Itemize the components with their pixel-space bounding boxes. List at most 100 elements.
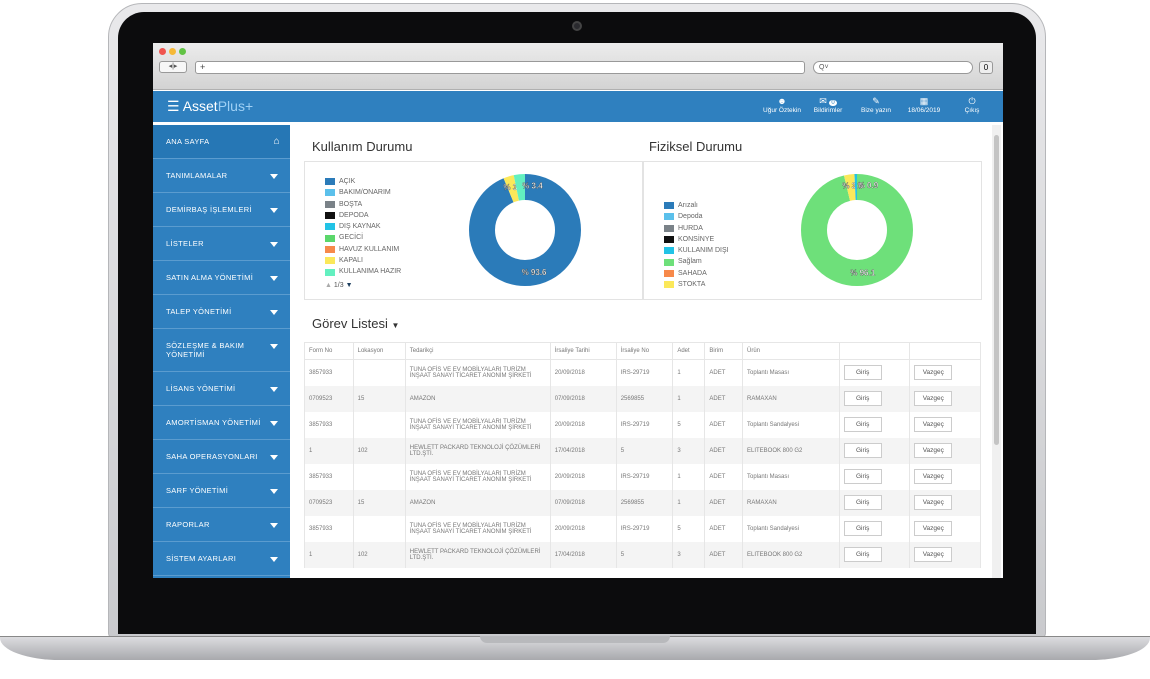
sidebar-item-li-steler[interactable]: LİSTELER [153, 227, 290, 261]
accept-button[interactable]: Giriş [843, 547, 882, 562]
sidebar-item-si-stem-ayarlari[interactable]: SİSTEM AYARLARI [153, 542, 290, 576]
sidebar-item-s-zle-me-bakim-y-neti-mi-[interactable]: SÖZLEŞME & BAKIM YÖNETİMİ [153, 329, 290, 372]
column-header[interactable]: Birim [704, 342, 743, 360]
cancel-button[interactable]: Vazgeç [914, 391, 953, 406]
table-cell: ADET [704, 437, 743, 464]
legend-item[interactable]: DIŞ KAYNAK [325, 221, 401, 232]
accept-button[interactable]: Giriş [843, 521, 882, 536]
accept-button[interactable]: Giriş [843, 391, 882, 406]
legend-item[interactable]: SAHADA [664, 268, 729, 279]
column-header[interactable]: Lokasyon [352, 342, 406, 360]
cancel-button[interactable]: Vazgeç [914, 469, 953, 484]
legend-item[interactable]: HAVUZ KULLANIM [325, 244, 401, 255]
legend-item[interactable]: Sağlam [664, 256, 729, 267]
column-header[interactable] [838, 342, 911, 360]
pager-down-icon[interactable]: ▼ [345, 282, 353, 289]
column-header[interactable]: İrsaliye No [615, 342, 674, 360]
search-input[interactable]: Q˅ [813, 61, 973, 74]
scrollbar-thumb[interactable] [994, 135, 999, 445]
column-header[interactable]: İrsaliye Tarihi [549, 342, 617, 360]
close-window-button[interactable] [159, 48, 166, 55]
header-power[interactable]: ⏻ Çıkış [949, 96, 995, 114]
legend-item[interactable]: BOŞTA [325, 199, 401, 210]
column-header[interactable]: Tedarikçi [404, 342, 551, 360]
sidebar-item-saha-operasyonlari[interactable]: SAHA OPERASYONLARI [153, 440, 290, 474]
table-row[interactable]: 3857933 TUNA OFİS VE EV MOBİLYALARI TURİZ… [304, 359, 981, 386]
cancel-button[interactable]: Vazgeç [914, 495, 953, 510]
slice-label: % 96.1 [850, 269, 875, 278]
table-cell: ADET [704, 359, 743, 386]
table-row[interactable]: 3857933 TUNA OFİS VE EV MOBİLYALARI TURİZ… [304, 515, 981, 542]
slice-label: % 3.4 [522, 181, 543, 190]
table-row[interactable]: 3857933 TUNA OFİS VE EV MOBİLYALARI TURİZ… [304, 463, 981, 490]
legend-item[interactable]: KAPALI [325, 255, 401, 266]
legend-pager[interactable]: ▲ 1/3 ▼ [325, 282, 353, 289]
column-header[interactable]: Adet [672, 342, 706, 360]
table-row[interactable]: 0709523 15 AMAZON 07/09/2018 2569855 1 ADET RAM… [304, 385, 981, 412]
legend-item[interactable]: BAKIM/ONARIM [325, 187, 401, 198]
back-forward-buttons[interactable]: ◂|▸ [159, 61, 187, 73]
table-cell [352, 515, 406, 542]
cancel-button[interactable]: Vazgeç [914, 417, 953, 432]
task-list-title[interactable]: Görev Listesi ▼ [312, 316, 399, 331]
sidebar-item-raporlar[interactable]: RAPORLAR [153, 508, 290, 542]
header-megaphone[interactable]: ✉ 0 Bildirimler [805, 96, 851, 114]
column-header[interactable]: Ürün [741, 342, 840, 360]
chevron-down-icon[interactable]: ▼ [391, 321, 400, 330]
slice-kullanim-di-i[interactable] [801, 174, 913, 286]
accept-button[interactable]: Giriş [843, 469, 882, 484]
legend-item[interactable]: KONSİNYE [664, 234, 729, 245]
address-bar[interactable]: + [195, 61, 805, 74]
legend-item[interactable]: AÇIK [325, 176, 401, 187]
legend-swatch [664, 258, 674, 266]
header-feather[interactable]: ✎ Bize yazın [853, 96, 899, 114]
sidebar-item-talep-y-neti-mi-[interactable]: TALEP YÖNETİMİ [153, 295, 290, 329]
legend-swatch [664, 236, 674, 244]
header-calendar[interactable]: ▦ 18/06/2019 [901, 96, 947, 114]
legend-item[interactable]: KULLANIM DIŞI [664, 245, 729, 256]
legend-item[interactable]: GECİCİ [325, 232, 401, 243]
maximize-window-button[interactable] [179, 48, 186, 55]
accept-button[interactable]: Giriş [843, 365, 882, 381]
sidebar-item-sarf-y-neti-mi-[interactable]: SARF YÖNETİMİ [153, 474, 290, 508]
app-logo[interactable]: ☰ AssetPlus+ [167, 98, 253, 115]
sidebar-item-ana-sayfa[interactable]: ANA SAYFA ⌂ [153, 125, 290, 159]
legend-item[interactable]: HURDA [664, 223, 729, 234]
table-row[interactable]: 1 102 HEWLETT PACKARD TEKNOLOJİ ÇÖZÜMLERİ … [304, 437, 981, 464]
legend-item[interactable]: STOKTA [664, 279, 729, 290]
task-list-label: Görev Listesi [312, 316, 388, 331]
table-cell: Toplantı Masası [741, 463, 840, 490]
table-row[interactable]: 0709523 15 AMAZON 07/09/2018 2569855 1 ADET RAM… [304, 489, 981, 516]
legend-item[interactable]: Depoda [664, 211, 729, 222]
cancel-button[interactable]: Vazgeç [914, 443, 953, 458]
legend-item[interactable]: DEPODA [325, 210, 401, 221]
scrollbar[interactable] [992, 125, 1001, 578]
legend-item[interactable]: Arızalı [664, 200, 729, 211]
table-cell: TUNA OFİS VE EV MOBİLYALARI TURİZM İNŞAA… [404, 411, 551, 438]
sidebar-item-li-sans-y-neti-mi-[interactable]: LİSANS YÖNETİMİ [153, 372, 290, 406]
sidebar-item-amorti-sman-y-neti-mi-[interactable]: AMORTİSMAN YÖNETİMİ [153, 406, 290, 440]
menu-icon[interactable]: ☰ [167, 98, 180, 114]
column-header[interactable] [909, 342, 981, 360]
cancel-button[interactable]: Vazgeç [914, 365, 953, 381]
slice-kullanima-hazir[interactable] [469, 174, 581, 286]
accept-button[interactable]: Giriş [843, 417, 882, 432]
table-row[interactable]: 3857933 TUNA OFİS VE EV MOBİLYALARI TURİZ… [304, 411, 981, 438]
column-header[interactable]: Form No [304, 342, 354, 360]
accept-button[interactable]: Giriş [843, 495, 882, 510]
cancel-button[interactable]: Vazgeç [914, 547, 953, 562]
accept-button[interactable]: Giriş [843, 443, 882, 458]
sidebar-item-tanimlamalar[interactable]: TANIMLAMALAR [153, 159, 290, 193]
downloads-button[interactable]: 0 [979, 61, 993, 74]
table-cell [352, 411, 406, 438]
legend-item[interactable]: KULLANIMA HAZIR [325, 266, 401, 277]
table-row[interactable]: 1 102 HEWLETT PACKARD TEKNOLOJİ ÇÖZÜMLERİ … [304, 541, 981, 568]
cancel-button[interactable]: Vazgeç [914, 521, 953, 536]
legend-label: HAVUZ KULLANIM [339, 245, 400, 253]
caret-down-icon [270, 310, 278, 319]
header-user[interactable]: ☻ Uğur Öztekin [759, 96, 805, 114]
sidebar-item-satin-alma-y-neti-mi-[interactable]: SATIN ALMA YÖNETİMİ [153, 261, 290, 295]
minimize-window-button[interactable] [169, 48, 176, 55]
pager-up-icon[interactable]: ▲ [325, 282, 332, 289]
sidebar-item-demi-rba-i-lemleri-[interactable]: DEMİRBAŞ İŞLEMLERİ [153, 193, 290, 227]
